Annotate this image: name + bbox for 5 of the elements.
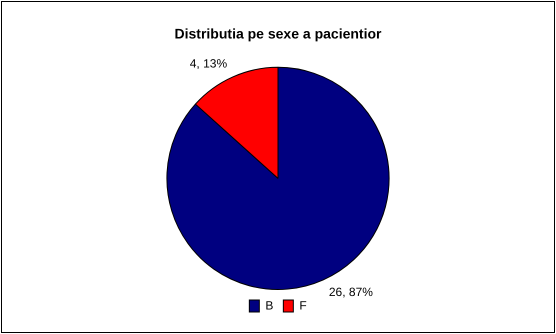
legend-label: B — [265, 298, 274, 312]
chart-title: Distributia pe sexe a pacientior — [174, 25, 382, 42]
data-label: 26, 87% — [328, 284, 374, 299]
legend-label: F — [299, 298, 307, 312]
data-label: 4, 13% — [190, 56, 228, 70]
